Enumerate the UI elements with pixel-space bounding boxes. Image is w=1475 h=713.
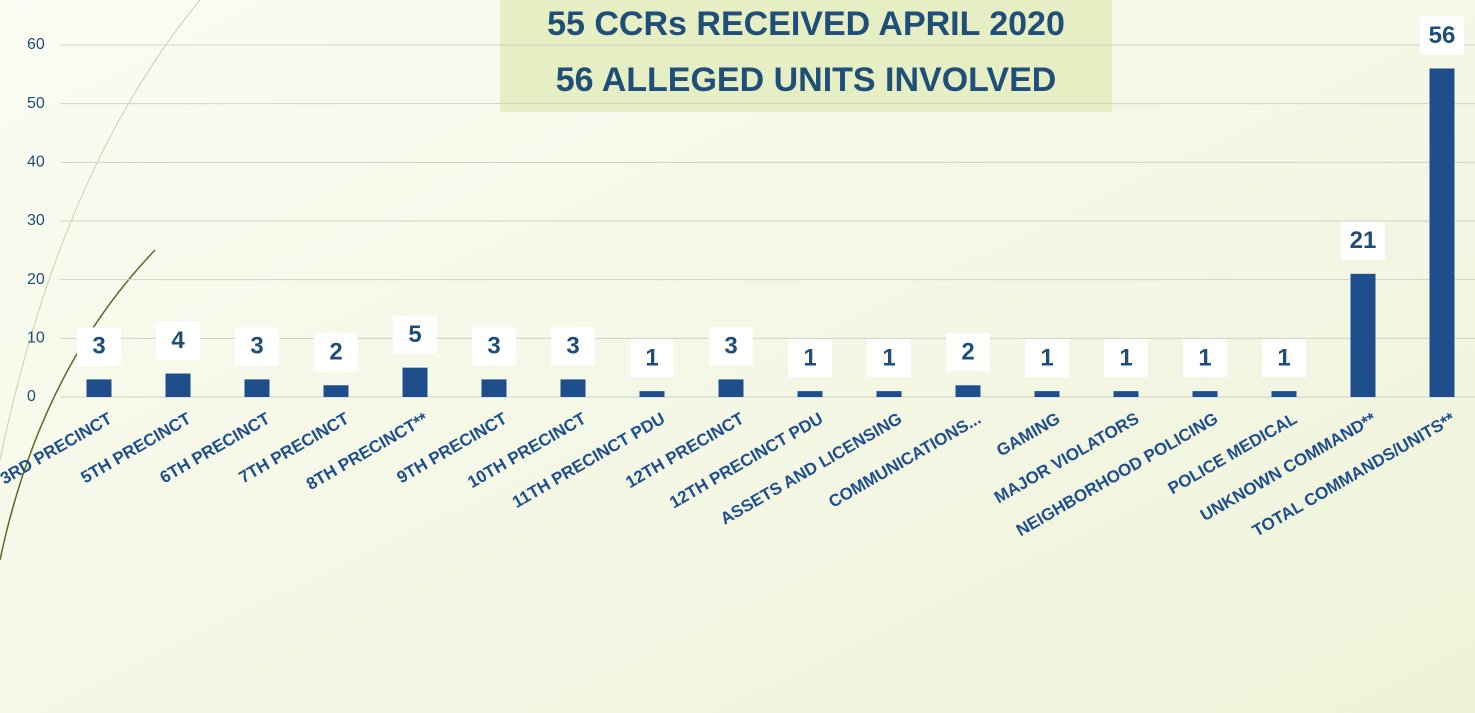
value-label-box — [235, 327, 279, 366]
bar — [86, 379, 112, 397]
y-tick-label: 60 — [27, 36, 45, 53]
value-label-box — [156, 321, 200, 360]
bar — [323, 385, 349, 397]
chart-title: 56 ALLEGED UNITS INVOLVED — [556, 61, 1057, 99]
value-label-box — [946, 333, 990, 372]
value-label-box — [630, 339, 674, 378]
value-label-box — [1262, 339, 1306, 378]
value-label: 1 — [882, 344, 895, 371]
value-label-box — [77, 327, 121, 366]
bar — [481, 379, 507, 397]
value-label: 1 — [1119, 344, 1132, 371]
value-label-box — [1420, 16, 1464, 55]
value-label-box — [314, 333, 358, 372]
value-label: 4 — [171, 327, 185, 354]
y-tick-label: 0 — [27, 388, 36, 405]
bar — [1429, 68, 1455, 397]
bar — [876, 391, 902, 397]
bar — [1271, 391, 1297, 397]
decoration — [0, 249, 156, 561]
bar — [244, 379, 270, 397]
bar — [402, 367, 428, 397]
value-label-box — [1104, 339, 1148, 378]
bar — [955, 385, 981, 397]
bar — [1350, 273, 1376, 397]
bar — [1192, 391, 1218, 397]
value-label: 1 — [1040, 344, 1053, 371]
value-label: 21 — [1350, 227, 1377, 254]
value-label-box — [788, 339, 832, 378]
value-label: 3 — [566, 333, 579, 360]
value-label: 1 — [1277, 344, 1290, 371]
bar — [560, 379, 586, 397]
y-tick-label: 30 — [27, 212, 45, 229]
value-label: 56 — [1429, 22, 1456, 49]
value-label: 3 — [724, 333, 737, 360]
value-label-box — [393, 315, 437, 354]
value-label-box — [1341, 221, 1385, 260]
value-label-box — [1183, 339, 1227, 378]
value-label: 3 — [250, 333, 263, 360]
chart-title: 55 CCRs RECEIVED APRIL 2020 — [547, 5, 1065, 43]
bar — [1034, 391, 1060, 397]
decoration — [0, 0, 201, 461]
value-label-box — [551, 327, 595, 366]
bar — [165, 373, 191, 397]
bar — [797, 391, 823, 397]
value-label-box — [472, 327, 516, 366]
value-label: 2 — [961, 339, 974, 366]
value-label-box — [709, 327, 753, 366]
value-label: 1 — [1198, 344, 1211, 371]
value-label: 2 — [329, 339, 342, 366]
y-tick-label: 10 — [27, 330, 45, 347]
bar — [1113, 391, 1139, 397]
y-tick-label: 20 — [27, 271, 45, 288]
title-box — [500, 0, 1112, 112]
value-label: 3 — [92, 333, 105, 360]
value-label-box — [867, 339, 911, 378]
y-tick-label: 50 — [27, 95, 45, 112]
bar — [639, 391, 665, 397]
value-label-box — [1025, 339, 1069, 378]
value-label: 1 — [645, 344, 658, 371]
bar — [718, 379, 744, 397]
value-label: 3 — [487, 333, 500, 360]
y-tick-label: 40 — [27, 154, 45, 171]
value-label: 1 — [803, 344, 816, 371]
value-label: 5 — [408, 321, 421, 348]
